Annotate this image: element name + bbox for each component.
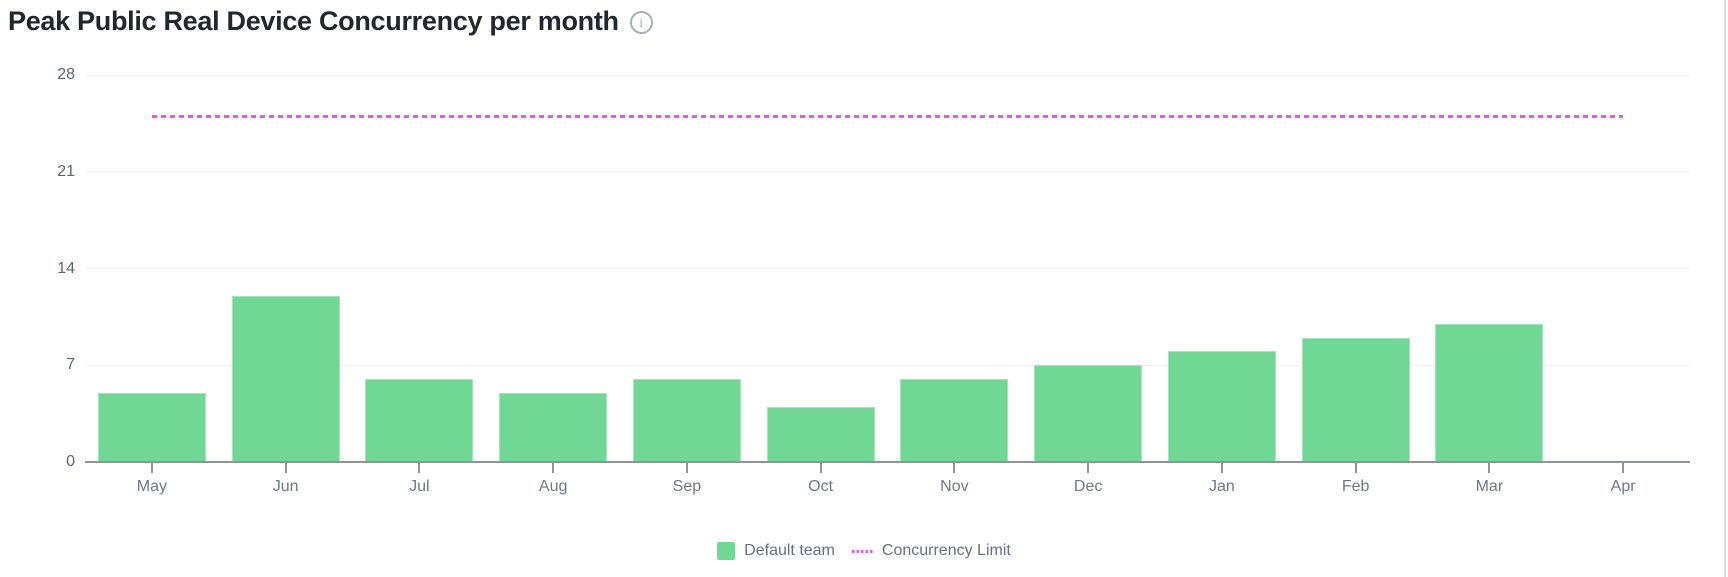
x-axis-label-nov: Nov — [940, 478, 969, 495]
x-axis-label-dec: Dec — [1073, 478, 1103, 495]
bar-mar[interactable] — [1435, 323, 1544, 462]
bar-jan[interactable] — [1167, 351, 1276, 462]
y-axis-label-21: 21 — [57, 162, 75, 180]
page-title: Peak Public Real Device Concurrency per … — [8, 6, 619, 36]
x-axis-label-jun: Jun — [272, 478, 299, 495]
gridline-28 — [85, 74, 1690, 76]
x-axis-tick-may — [150, 463, 153, 473]
legend-label-default-team: Default team — [744, 542, 835, 559]
x-axis-label-aug: Aug — [538, 478, 568, 495]
bar-jul[interactable] — [365, 379, 474, 462]
legend-swatch-concurrency-limit — [851, 549, 873, 553]
x-axis-tick-oct — [819, 463, 822, 473]
bar-sep[interactable] — [632, 379, 741, 462]
x-axis-tick-jul — [418, 463, 421, 473]
x-axis-label-sep: Sep — [672, 478, 702, 495]
info-icon[interactable]: i — [629, 11, 653, 34]
bar-may[interactable] — [97, 392, 206, 462]
x-axis-tick-feb — [1354, 463, 1357, 473]
x-axis-label-jan: Jan — [1208, 478, 1235, 495]
x-axis-tick-jan — [1220, 463, 1223, 473]
chart-legend: Default team Concurrency Limit — [0, 541, 1728, 561]
gridline-21 — [85, 171, 1690, 173]
container-right-border — [1724, 0, 1726, 577]
bar-jun[interactable] — [231, 296, 340, 462]
y-axis-label-7: 7 — [66, 356, 75, 374]
legend-item-default-team[interactable]: Default team — [717, 541, 835, 561]
bar-feb[interactable] — [1301, 337, 1410, 462]
x-axis-label-feb: Feb — [1341, 478, 1370, 495]
x-axis-label-may: May — [136, 478, 167, 495]
y-axis-label-28: 28 — [57, 66, 75, 83]
y-axis-label-14: 14 — [57, 259, 75, 277]
x-axis-tick-nov — [953, 463, 956, 473]
y-axis-label-0: 0 — [66, 453, 75, 470]
bar-dec[interactable] — [1034, 365, 1143, 462]
x-axis-label-jul: Jul — [409, 478, 430, 495]
x-axis-tick-apr — [1622, 463, 1625, 473]
x-axis-tick-jun — [284, 463, 287, 473]
legend-label-concurrency-limit: Concurrency Limit — [881, 542, 1011, 559]
bar-nov[interactable] — [900, 379, 1009, 462]
bar-aug[interactable] — [499, 392, 608, 462]
x-axis-label-mar: Mar — [1475, 478, 1504, 495]
legend-item-concurrency-limit[interactable]: Concurrency Limit — [851, 541, 1011, 561]
x-axis-line — [85, 461, 1690, 463]
chart-header: Peak Public Real Device Concurrency per … — [8, 4, 653, 38]
legend-swatch-default-team — [717, 542, 736, 560]
gridline-7 — [85, 364, 1690, 366]
bar-oct[interactable] — [766, 406, 875, 462]
concurrency-limit-line — [151, 114, 1624, 118]
x-axis-tick-mar — [1488, 463, 1491, 473]
x-axis-tick-dec — [1087, 463, 1090, 473]
x-axis-tick-aug — [552, 463, 555, 473]
x-axis-label-oct: Oct — [808, 478, 834, 495]
x-axis-label-apr: Apr — [1610, 478, 1636, 495]
x-axis-tick-sep — [685, 463, 688, 473]
gridline-14 — [85, 268, 1690, 269]
